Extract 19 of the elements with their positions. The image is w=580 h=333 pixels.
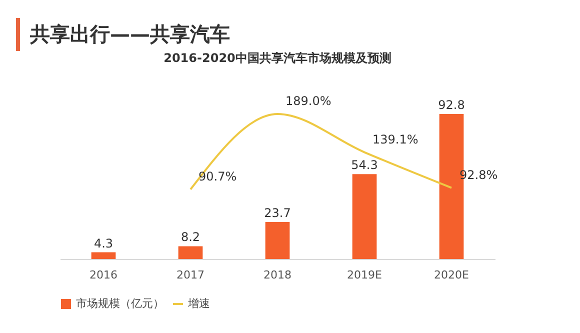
data-label: 92.8	[438, 98, 465, 112]
data-label: 23.7	[264, 206, 291, 220]
x-tick-label: 2017	[176, 268, 204, 282]
x-tick-label: 2016	[90, 268, 118, 282]
legend-label: 市场规模（亿元）	[76, 297, 164, 310]
bar	[91, 252, 116, 259]
bar	[352, 174, 377, 259]
data-label: 54.3	[351, 158, 378, 172]
data-label: 189.0%	[286, 94, 332, 108]
x-tick-label: 2020E	[434, 268, 470, 282]
chart-title: 共享出行——共享汽车	[30, 21, 230, 48]
legend-label: 增速	[187, 297, 210, 310]
data-label: 8.2	[180, 230, 200, 244]
x-tick-label: 2019E	[347, 268, 382, 282]
bar	[265, 222, 290, 259]
data-label: 139.1%	[372, 132, 418, 146]
data-label: 4.3	[94, 236, 114, 250]
x-tick-label: 2018	[264, 268, 292, 282]
bar	[178, 246, 203, 259]
